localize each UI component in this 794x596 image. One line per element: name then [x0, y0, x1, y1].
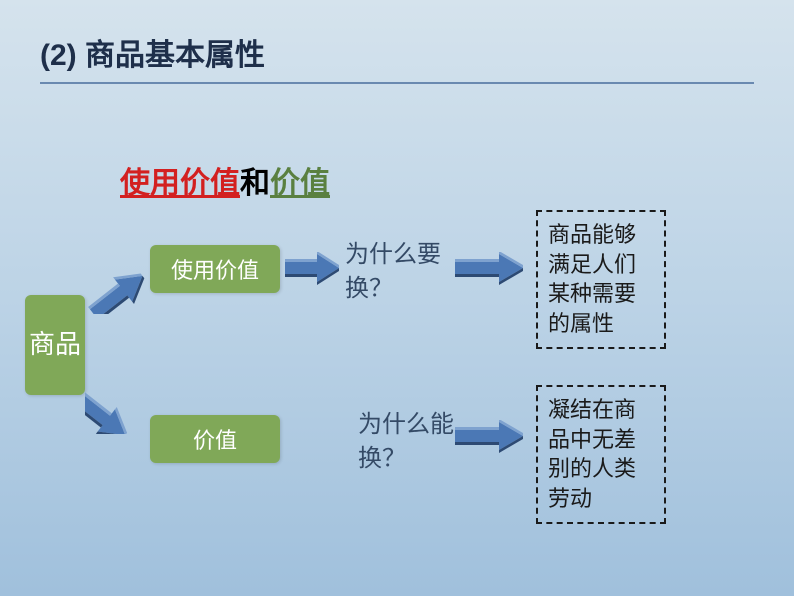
- subtitle-part3: 价值: [270, 167, 330, 200]
- node-root-label: 商品: [29, 328, 81, 362]
- node-use-value-label: 使用价值: [171, 253, 259, 285]
- arrow-root-to-lower: [85, 378, 155, 434]
- node-value-label: 价值: [193, 423, 237, 455]
- question-lower: 为什么能换？: [358, 408, 468, 475]
- definition-value: 凝结在商品中无差别的人类劳动: [536, 385, 666, 524]
- page-title: (2) 商品基本属性: [40, 30, 754, 74]
- subtitle-part2: 和: [240, 167, 270, 200]
- title-rule: [40, 82, 754, 84]
- question-upper: 为什么要换？: [345, 238, 455, 305]
- subtitle: 使用价值和价值: [120, 158, 330, 202]
- arrow-use-value-to-question: [285, 252, 345, 286]
- definition-use-value: 商品能够满足人们某种需要的属性: [536, 210, 666, 349]
- node-use-value: 使用价值: [150, 245, 280, 293]
- arrow-question-to-def-lower: [455, 420, 529, 454]
- subtitle-part1: 使用价值: [120, 167, 240, 200]
- node-root: 商品: [25, 295, 85, 395]
- arrow-root-to-upper: [85, 258, 155, 314]
- node-value: 价值: [150, 415, 280, 463]
- arrow-question-to-def-upper: [455, 252, 529, 286]
